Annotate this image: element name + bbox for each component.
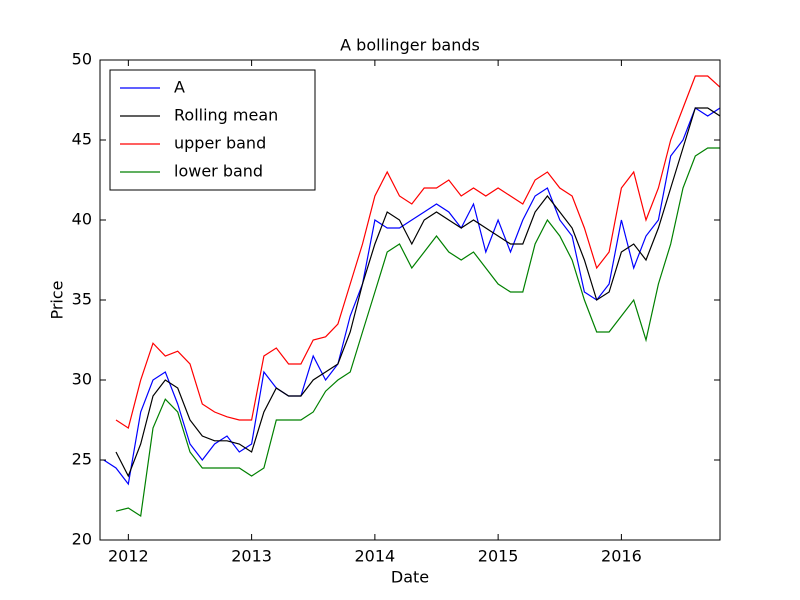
legend-box	[109, 69, 316, 191]
legend-label: upper band	[174, 134, 266, 153]
x-axis-label: Date	[391, 568, 429, 587]
legend-label: lower band	[174, 162, 263, 181]
x-tick-label: 2014	[355, 547, 396, 566]
y-tick-label: 35	[72, 290, 92, 309]
y-tick-label: 30	[72, 370, 92, 389]
legend-label: A	[174, 78, 185, 97]
y-axis-label: Price	[48, 280, 67, 319]
y-tick-label: 45	[72, 130, 92, 149]
y-tick-label: 25	[72, 450, 92, 469]
x-tick-label: 2015	[478, 547, 519, 566]
series-line	[115, 107, 720, 478]
series-line	[115, 147, 720, 518]
chart-title: A bollinger bands	[340, 36, 480, 55]
series-line	[103, 107, 720, 486]
y-tick-label: 20	[72, 530, 92, 549]
series-line	[115, 75, 720, 429]
legend-label: Rolling mean	[174, 106, 278, 125]
y-tick-label: 40	[72, 210, 92, 229]
x-tick-label: 2013	[231, 547, 272, 566]
x-tick-label: 2012	[108, 547, 149, 566]
y-tick-label: 50	[72, 50, 92, 69]
x-tick-label: 2016	[601, 547, 642, 566]
